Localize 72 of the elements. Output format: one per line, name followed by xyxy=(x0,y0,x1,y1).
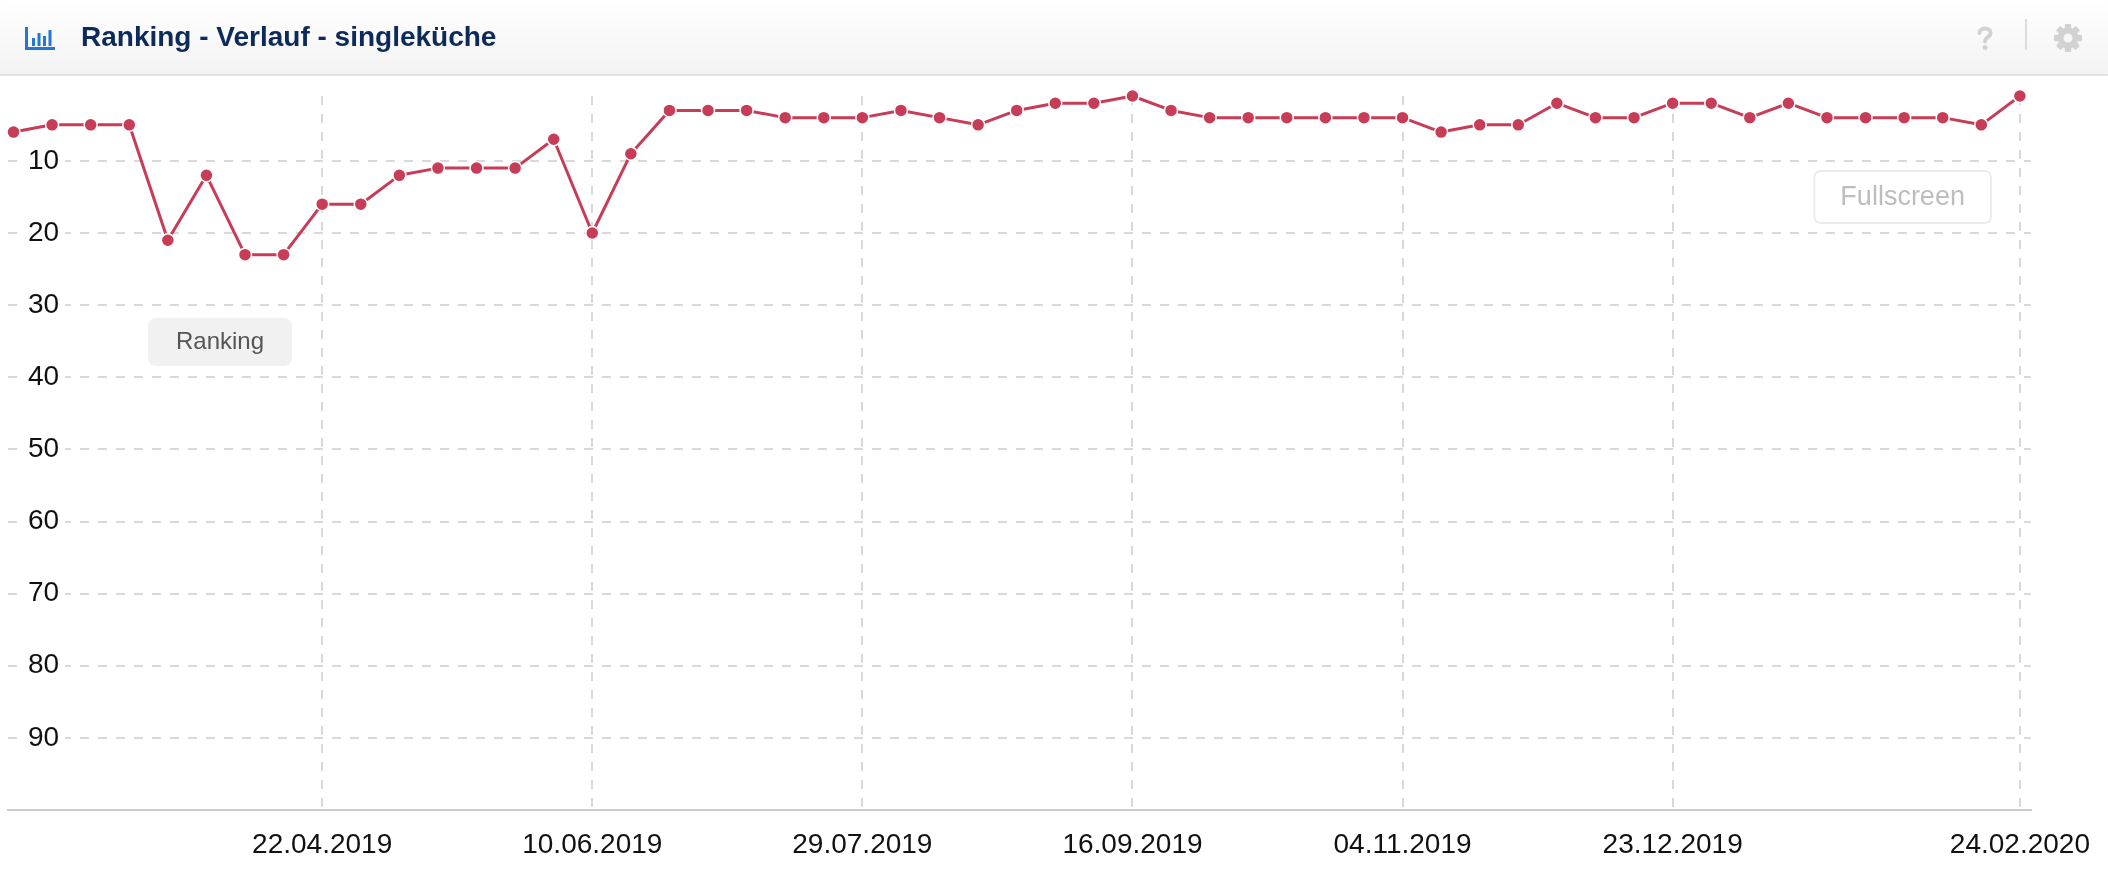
y-tick-label: 10 xyxy=(28,143,60,175)
point xyxy=(932,110,947,125)
annotation: Fullscreen xyxy=(1840,181,1965,212)
y-tick-label: 90 xyxy=(28,720,60,752)
y-tick-label: 70 xyxy=(28,576,60,608)
point xyxy=(83,117,98,133)
point xyxy=(546,132,561,147)
point xyxy=(1125,88,1140,104)
point xyxy=(1240,110,1256,125)
point xyxy=(1549,95,1565,111)
point xyxy=(1819,110,1835,125)
chart-title: Ranking - Verlauf - singleküche xyxy=(81,20,497,54)
point xyxy=(1163,103,1179,118)
x-tick-label: 16.09.2019 xyxy=(1062,827,1203,859)
point xyxy=(1742,110,1758,125)
point xyxy=(1858,110,1873,125)
point xyxy=(1511,117,1526,133)
point xyxy=(1626,110,1642,125)
point xyxy=(1703,95,1719,111)
point xyxy=(1433,124,1449,140)
point xyxy=(1279,110,1295,125)
legend-title: Ranking xyxy=(176,326,265,354)
point xyxy=(353,196,369,212)
point xyxy=(585,225,600,241)
point xyxy=(739,103,754,118)
point xyxy=(44,117,60,133)
point xyxy=(1935,110,1950,125)
point xyxy=(1896,110,1912,125)
x-tick-label: 23.12.2019 xyxy=(1602,827,1743,859)
y-tick-label: 60 xyxy=(28,504,60,536)
point xyxy=(777,110,793,125)
point xyxy=(893,103,909,118)
point xyxy=(1318,110,1333,125)
point xyxy=(6,124,21,140)
point xyxy=(199,168,214,183)
point xyxy=(1048,95,1063,111)
point xyxy=(2012,88,2028,104)
x-tick-label: 29.07.2019 xyxy=(792,827,933,859)
point xyxy=(237,247,253,262)
point xyxy=(700,103,716,118)
x-tick-label: 22.04.2019 xyxy=(252,827,393,859)
point xyxy=(1974,117,1989,133)
point xyxy=(469,160,484,176)
point xyxy=(1588,110,1603,125)
point xyxy=(1665,95,1680,111)
point xyxy=(314,196,330,212)
y-tick-label: 80 xyxy=(28,648,60,680)
point xyxy=(623,146,639,161)
x-tick-label: 24.02.2020 xyxy=(1949,827,2090,859)
point xyxy=(1781,95,1796,111)
point xyxy=(276,247,291,262)
point xyxy=(855,110,870,125)
point xyxy=(1356,110,1372,125)
point xyxy=(160,232,176,248)
point xyxy=(970,117,986,133)
y-tick-label: 30 xyxy=(28,287,60,319)
point xyxy=(430,160,446,176)
point xyxy=(662,103,677,118)
point xyxy=(507,160,523,176)
y-tick-label: 40 xyxy=(28,359,60,391)
point xyxy=(122,117,137,133)
point xyxy=(1472,117,1487,133)
y-tick-label: 20 xyxy=(28,215,60,247)
point xyxy=(1202,110,1217,125)
point xyxy=(1086,95,1102,111)
x-tick-label: 10.06.2019 xyxy=(522,827,663,859)
point xyxy=(1009,103,1024,118)
point xyxy=(392,168,407,183)
point xyxy=(1395,110,1410,125)
x-tick-label: 04.11.2019 xyxy=(1333,827,1472,859)
point xyxy=(816,110,832,125)
y-tick-label: 50 xyxy=(28,432,60,464)
